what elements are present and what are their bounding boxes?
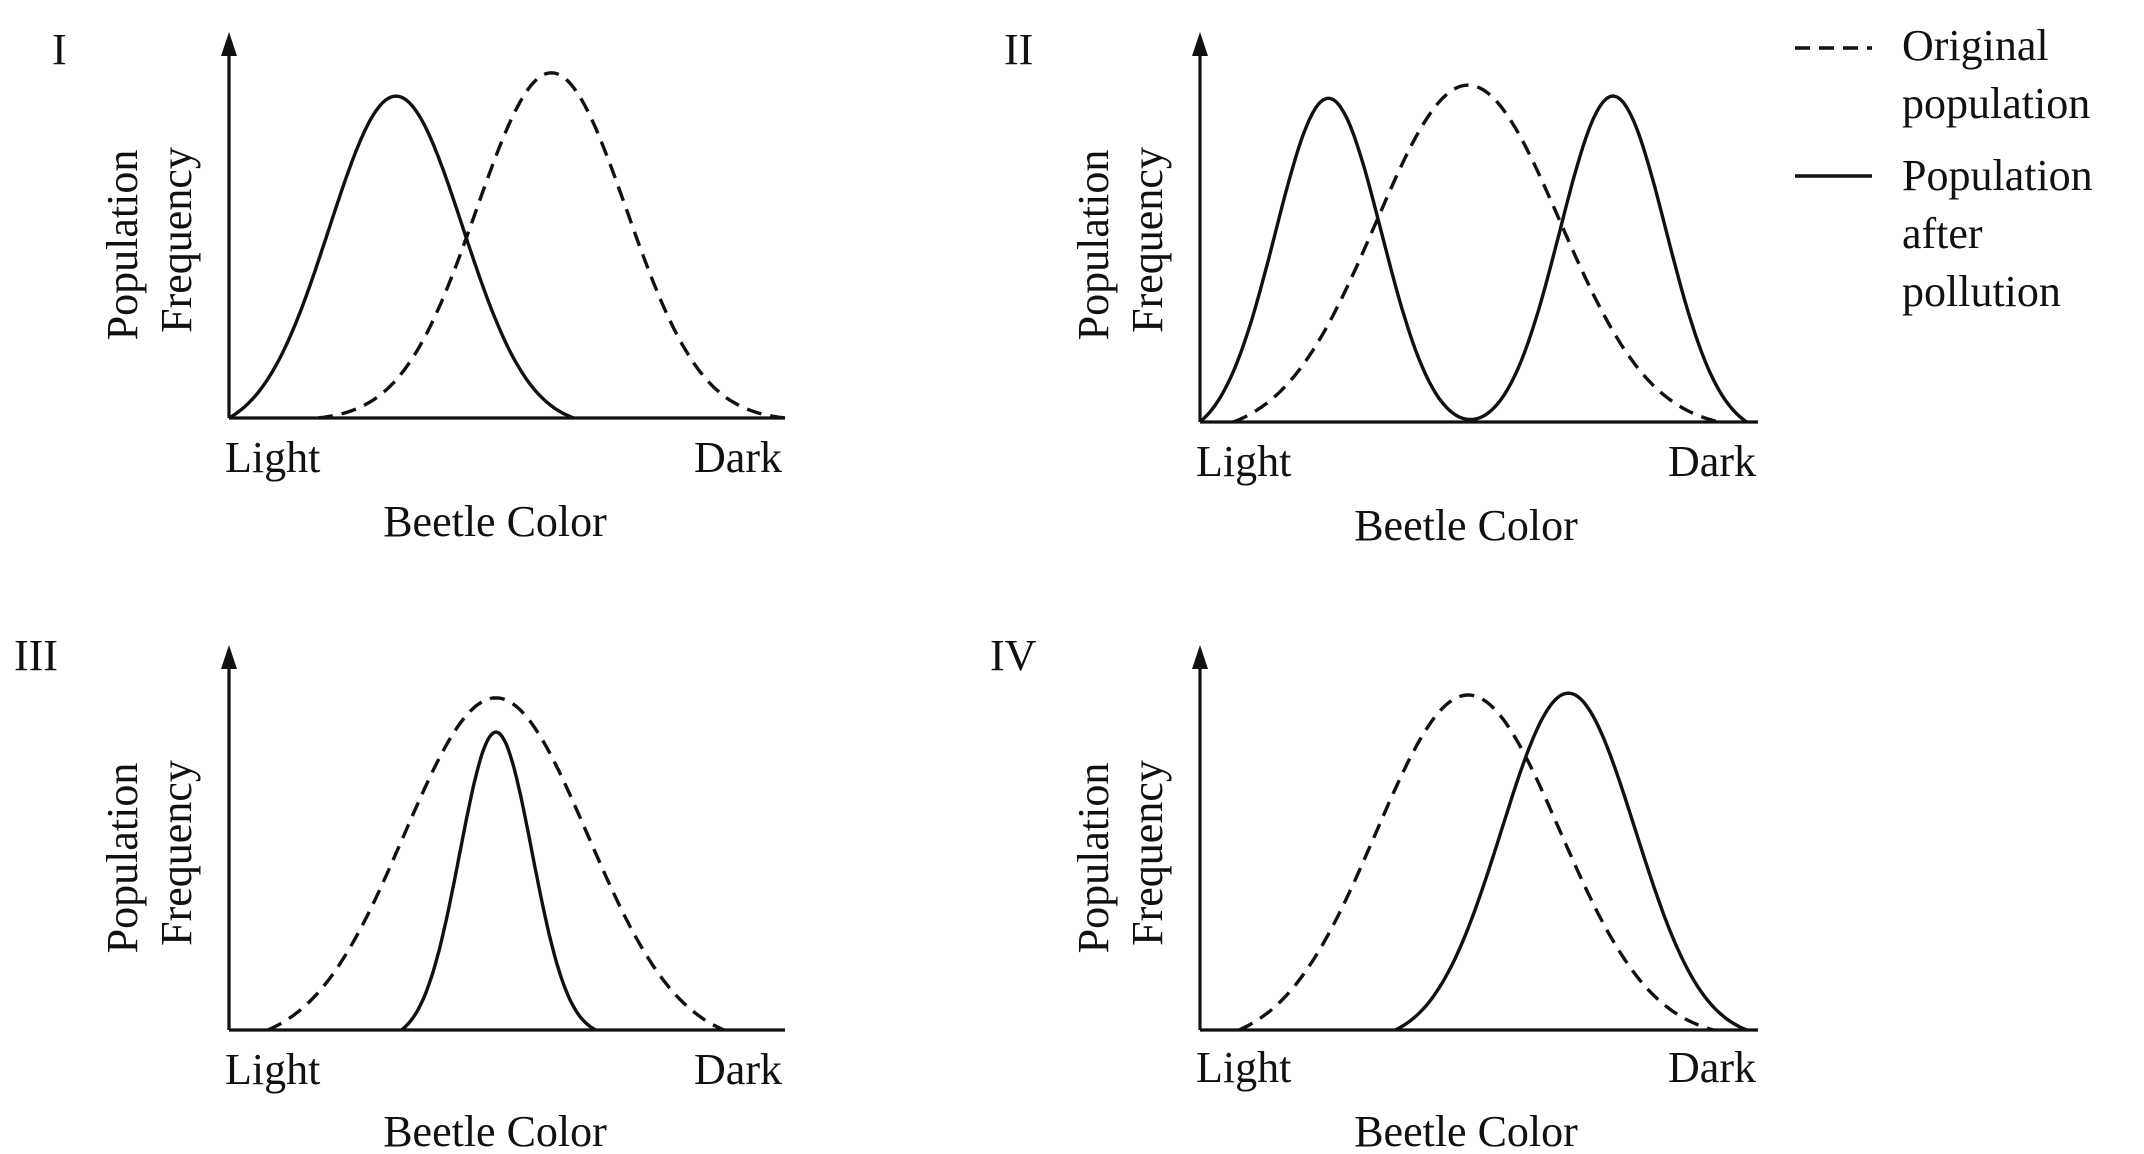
legend: Original population Population after pol… <box>1795 21 2093 316</box>
series-population-after-pollution-curve <box>1394 691 1748 1032</box>
panel-2: II Population Frequency Light Dark Beetl… <box>1004 25 1758 550</box>
panel-4: IV Population Frequency Light Dark Beetl… <box>990 631 1758 1154</box>
panel-label: II <box>1004 25 1033 74</box>
y-axis-label-line-2: Frequency <box>1123 760 1172 946</box>
y-axis-label-line-2: Frequency <box>152 147 201 333</box>
y-axis-arrow-icon <box>1192 645 1208 669</box>
y-axis-label-line-2: Frequency <box>1123 147 1172 333</box>
x-axis-label: Beetle Color <box>1354 1107 1578 1154</box>
x-tick-label-dark: Dark <box>694 433 782 482</box>
legend-label-line-2: population <box>1902 79 2090 128</box>
x-tick-label-light: Light <box>225 433 320 482</box>
y-axis-label: Population Frequency <box>98 147 201 340</box>
legend-label-line-2: after <box>1902 209 1983 258</box>
x-axis-label: Beetle Color <box>383 497 607 546</box>
legend-label-line-1: Population <box>1902 151 2093 200</box>
x-tick-label-light: Light <box>1196 437 1291 486</box>
y-axis-label-line-1: Population <box>98 763 147 954</box>
legend-item-original-population: Original population <box>1795 21 2090 128</box>
panel-3: III Population Frequency Light Dark Beet… <box>14 631 785 1154</box>
y-axis-label-line-1: Population <box>1069 150 1118 341</box>
series-original-population-curve <box>1232 83 1720 424</box>
y-axis-arrow-icon <box>1192 32 1208 56</box>
x-axis-label: Beetle Color <box>383 1107 607 1154</box>
y-axis-arrow-icon <box>221 645 237 669</box>
panel-1: I Population Frequency Light Dark Beetle… <box>52 25 786 546</box>
legend-label-line-3: pollution <box>1902 267 2061 316</box>
series-population-after-pollution-curve <box>400 730 597 1032</box>
y-axis-label-line-1: Population <box>98 150 147 341</box>
panel-label: IV <box>990 631 1037 680</box>
series-original-population-curve <box>1238 693 1714 1032</box>
panel-label: I <box>52 25 67 74</box>
x-tick-label-dark: Dark <box>1668 1043 1756 1092</box>
x-axis-label: Beetle Color <box>1354 501 1578 550</box>
y-axis-label: Population Frequency <box>1069 147 1172 340</box>
x-tick-label-light: Light <box>1196 1043 1291 1092</box>
y-axis-label: Population Frequency <box>1069 760 1172 953</box>
x-tick-label-dark: Dark <box>1668 437 1756 486</box>
series-original-population-curve <box>317 71 786 420</box>
y-axis-label-line-1: Population <box>1069 763 1118 954</box>
y-axis-arrow-icon <box>221 32 237 56</box>
y-axis-label-line-2: Frequency <box>152 760 201 946</box>
series-population-after-pollution-curve <box>228 94 575 420</box>
legend-item-population-after-pollution: Population after pollution <box>1795 151 2093 316</box>
legend-label-line-1: Original <box>1902 21 2049 70</box>
series-original-population-curve <box>267 696 725 1032</box>
series-population-after-pollution-curve <box>1198 94 1748 424</box>
x-tick-label-dark: Dark <box>694 1045 782 1094</box>
panel-label: III <box>14 631 58 680</box>
y-axis-label: Population Frequency <box>98 760 201 953</box>
x-tick-label-light: Light <box>225 1045 320 1094</box>
